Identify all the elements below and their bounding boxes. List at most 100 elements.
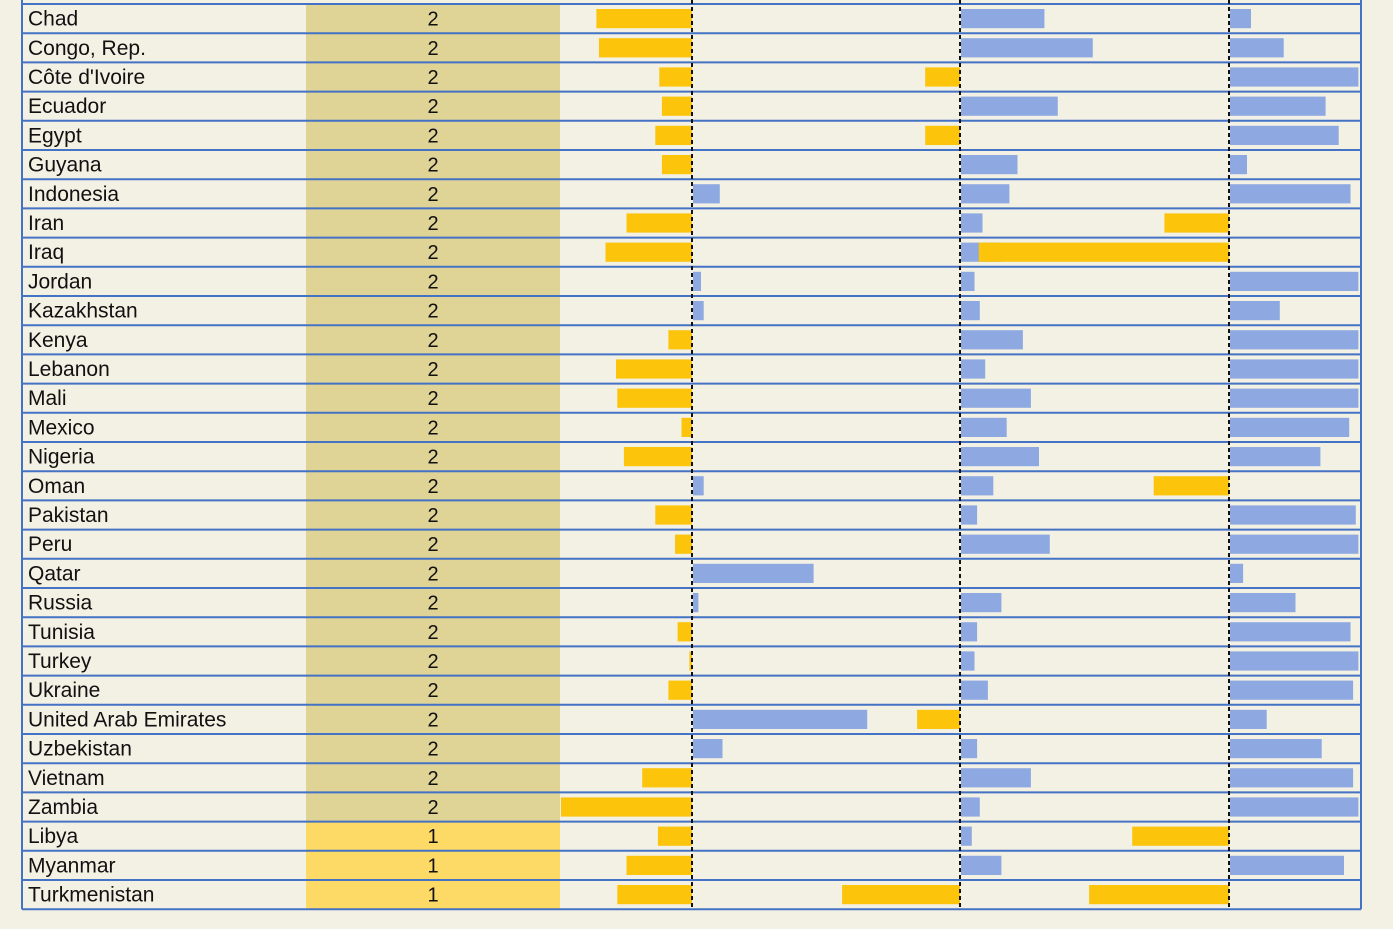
score-label: 2: [427, 680, 438, 702]
bar-c2: [961, 476, 994, 496]
bar-c1: [693, 593, 699, 613]
country-label: Indonesia: [28, 183, 119, 206]
bar-c3: [1230, 534, 1359, 554]
bar-c1: [626, 855, 692, 875]
bar-c1: [617, 885, 692, 905]
bar-c3: [1230, 125, 1339, 145]
score-cell-fill: [306, 471, 560, 501]
bar-c3: [1230, 301, 1280, 321]
score-label: 2: [427, 768, 438, 790]
bar-c1: [693, 184, 720, 204]
bar-c2: [961, 271, 975, 291]
score-cell-fill: [306, 383, 560, 413]
country-label: Iraq: [28, 241, 64, 264]
bar-c1: [693, 739, 723, 759]
bar-c1: [655, 125, 692, 145]
country-label: Qatar: [28, 562, 81, 585]
bar-c1: [668, 330, 692, 350]
score-cell-fill: [306, 617, 560, 647]
score-label: 1: [427, 826, 438, 848]
bar-c3: [1164, 213, 1229, 233]
score-cell-fill: [306, 120, 560, 150]
country-label: Kazakhstan: [28, 300, 138, 323]
bar-c3: [1132, 826, 1229, 846]
score-cell-fill: [306, 529, 560, 559]
bar-c2: [961, 739, 978, 759]
bar-c3: [1230, 388, 1359, 408]
score-cell-fill: [306, 880, 560, 910]
score-label: 2: [427, 593, 438, 615]
bar-c2: [842, 885, 960, 905]
country-label: Iran: [28, 212, 64, 235]
score-label: 2: [427, 301, 438, 323]
bar-c1: [681, 417, 692, 437]
bar-c2: [961, 9, 1045, 29]
bar-c1: [693, 563, 814, 583]
bar-c1: [675, 534, 692, 554]
bar-c2: [961, 301, 980, 321]
country-label: Congo, Rep.: [28, 37, 146, 60]
score-label: 2: [427, 9, 438, 31]
score-label: 2: [427, 534, 438, 556]
bar-c2: [961, 534, 1050, 554]
bar-c2: [961, 213, 983, 233]
score-cell-fill: [306, 646, 560, 676]
country-label: Chad: [28, 8, 78, 31]
bar-c2: [961, 855, 1002, 875]
score-cell-fill: [306, 500, 560, 530]
bar-c2: [961, 622, 978, 642]
bar-c2: [961, 447, 1039, 467]
score-label: 2: [427, 242, 438, 264]
score-cell-fill: [306, 850, 560, 880]
country-label: Turkmenistan: [28, 884, 154, 907]
bar-c2: [961, 797, 980, 817]
score-label: 2: [427, 739, 438, 761]
score-label: 2: [427, 417, 438, 439]
score-label: 2: [427, 476, 438, 498]
bar-c3: [1230, 563, 1244, 583]
score-label: 2: [427, 155, 438, 177]
country-label: Oman: [28, 475, 85, 498]
country-label: Nigeria: [28, 446, 95, 469]
country-label: Libya: [28, 825, 79, 848]
score-label: 1: [427, 855, 438, 877]
country-label: Côte d'Ivoire: [28, 66, 145, 89]
score-cell-fill: [306, 208, 560, 238]
score-label: 2: [427, 563, 438, 585]
score-cell-fill: [306, 412, 560, 442]
bar-c2: [961, 359, 986, 379]
bar-c3: [1230, 739, 1322, 759]
bar-c3: [1230, 651, 1359, 671]
bar-c3: [1230, 330, 1359, 350]
bar-c1: [661, 96, 692, 116]
country-label: Tunisia: [28, 621, 95, 644]
bar-c1: [605, 242, 692, 262]
score-label: 2: [427, 330, 438, 352]
bar-c1: [655, 505, 692, 525]
bar-c1: [693, 301, 704, 321]
score-label: 2: [427, 213, 438, 235]
score-cell-fill: [306, 4, 560, 34]
score-label: 2: [427, 38, 438, 60]
bar-c3: [1230, 417, 1350, 437]
bar-c3: [1230, 855, 1344, 875]
country-label: Peru: [28, 533, 72, 556]
bar-c2: [961, 651, 975, 671]
score-label: 2: [427, 709, 438, 731]
bar-c1: [659, 67, 693, 87]
bar-c1: [693, 476, 704, 496]
country-label: Egypt: [28, 124, 82, 147]
country-label: Uzbekistan: [28, 738, 132, 761]
bar-c2: [961, 680, 988, 700]
country-label: Guyana: [28, 154, 102, 177]
bar-c2: [961, 768, 1031, 788]
bar-c3: [978, 242, 1229, 262]
score-label: 2: [427, 96, 438, 118]
country-label: Ukraine: [28, 679, 100, 702]
country-label: Kenya: [28, 329, 88, 352]
bar-c3: [1230, 9, 1251, 29]
score-label: 1: [427, 885, 438, 907]
score-cell-fill: [306, 734, 560, 764]
score-label: 2: [427, 447, 438, 469]
country-label: United Arab Emirates: [28, 708, 226, 731]
